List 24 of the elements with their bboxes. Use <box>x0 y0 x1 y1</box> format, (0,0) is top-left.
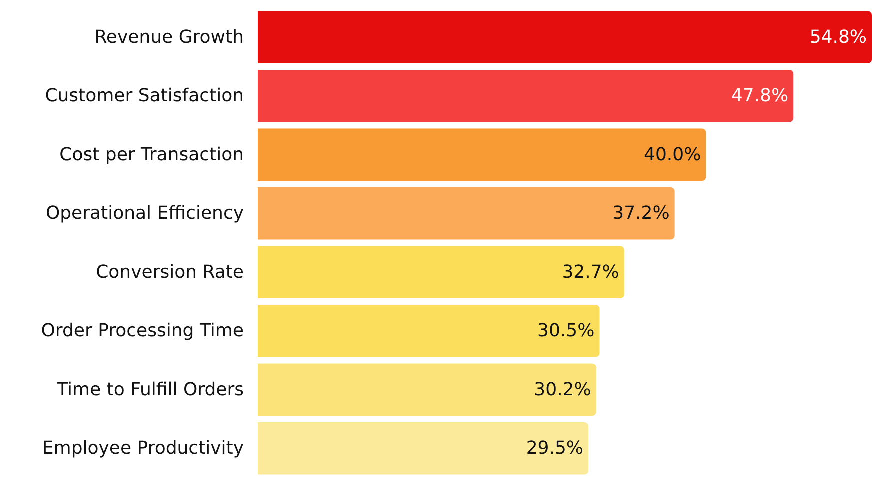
data-label: 30.5% <box>538 320 595 342</box>
bar <box>258 70 794 122</box>
bar <box>258 128 706 182</box>
y-tick-label: Order Processing Time <box>41 320 244 342</box>
y-tick-label: Employee Productivity <box>42 438 244 460</box>
data-label: 54.8% <box>810 26 867 48</box>
data-label: 40.0% <box>644 144 702 166</box>
y-tick-label: Revenue Growth <box>94 26 244 48</box>
bar <box>258 364 596 416</box>
y-tick-label: Operational Efficiency <box>46 203 244 224</box>
y-tick-label: Customer Satisfaction <box>45 86 244 107</box>
bar <box>258 246 624 299</box>
bar <box>258 187 675 240</box>
data-label: 47.8% <box>731 86 789 107</box>
y-tick-label: Conversion Rate <box>96 262 244 283</box>
data-label: 32.7% <box>562 262 620 283</box>
y-tick-label: Time to Fulfill Orders <box>56 379 244 400</box>
bar <box>258 304 600 358</box>
data-label: 29.5% <box>526 438 584 460</box>
data-label: 37.2% <box>612 203 670 224</box>
bar <box>258 422 589 475</box>
bar <box>258 11 872 64</box>
y-tick-label: Cost per Transaction <box>60 144 244 166</box>
data-label: 30.2% <box>534 379 592 400</box>
